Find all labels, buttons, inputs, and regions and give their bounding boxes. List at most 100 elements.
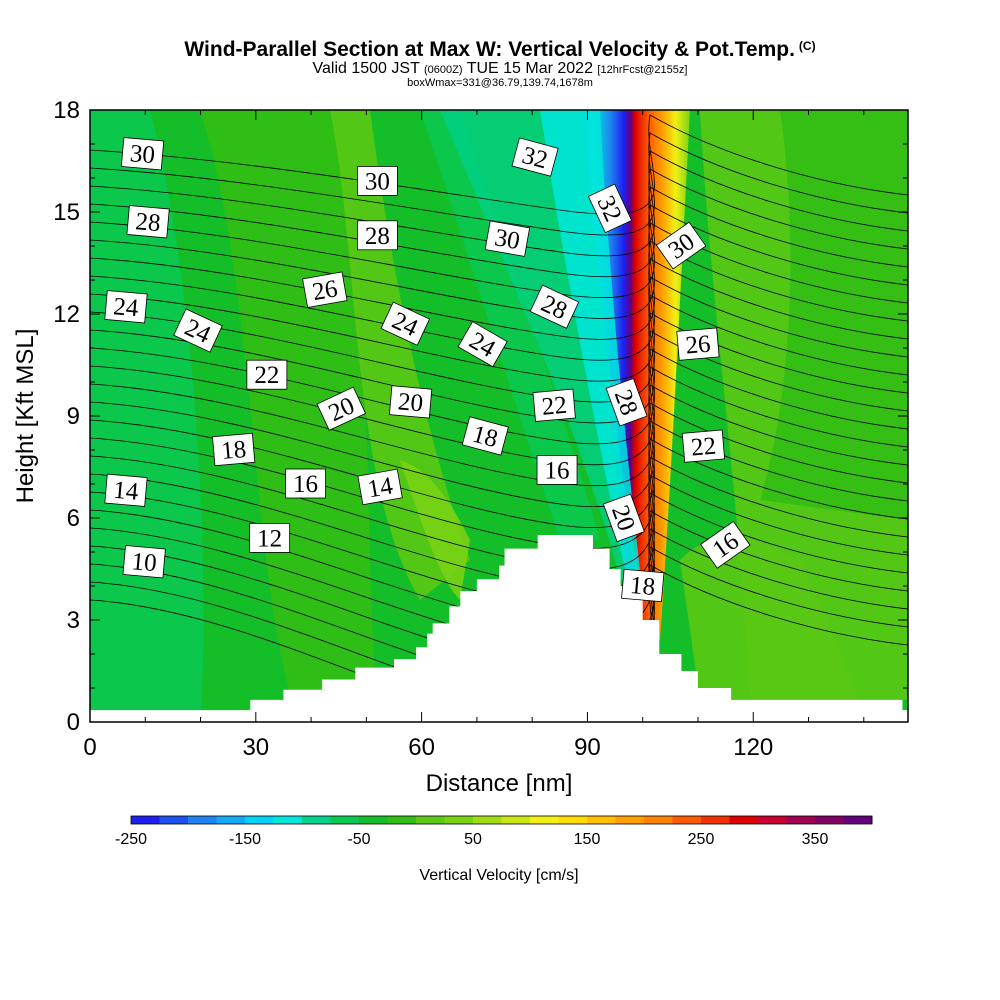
valid-utc: (0600Z) [424, 64, 463, 76]
colorbar-swatch [786, 816, 816, 824]
svg-text:14: 14 [112, 477, 140, 506]
colorbar-swatch [815, 816, 844, 824]
x-axis-title: Distance [nm] [426, 770, 573, 797]
y-axis-title: Height [Kft MSL] [12, 329, 39, 504]
y-tick-label: 12 [53, 301, 80, 328]
theta-contour-label: 28 [126, 205, 170, 239]
svg-text:30: 30 [493, 224, 522, 255]
theta-contour-label: 28 [529, 284, 580, 329]
colorbar-swatch [644, 816, 673, 824]
colorbar-swatch [701, 816, 730, 824]
svg-text:10: 10 [130, 548, 157, 577]
svg-text:28: 28 [134, 208, 161, 237]
svg-text:30: 30 [365, 168, 390, 195]
theta-contour-label: 26 [676, 327, 720, 361]
colorbar-tick-label: -250 [115, 831, 147, 848]
theta-contour-label: 20 [602, 493, 645, 543]
colorbar-tick-label: -50 [347, 831, 370, 848]
theta-contour-label: 18 [621, 568, 665, 603]
svg-text:20: 20 [397, 388, 424, 417]
theta-contour-label: 24 [104, 290, 148, 324]
theta-contour-label: 10 [122, 545, 166, 579]
colorbar-swatch [387, 816, 417, 824]
theta-contour-label: 30 [655, 221, 707, 270]
svg-text:16: 16 [545, 457, 570, 484]
colorbar-tick-label: 250 [688, 831, 715, 848]
colorbar-swatch [758, 816, 787, 824]
theta-contour-label: 14 [104, 473, 148, 507]
svg-text:22: 22 [541, 392, 568, 421]
theta-contour-label: 12 [249, 523, 291, 553]
valid-date: TUE 15 Mar 2022 [466, 60, 593, 77]
colorbar-swatch [188, 816, 217, 824]
colorbar-swatch [587, 816, 616, 824]
y-tick-label: 0 [67, 709, 80, 736]
svg-text:24: 24 [112, 293, 140, 322]
contour-labels: 3028242422181410121620263028242014241816… [104, 137, 751, 603]
colorbar-swatch [843, 816, 873, 824]
theta-contour-label: 18 [212, 432, 256, 467]
colorbar-swatch [530, 816, 559, 824]
vertical-velocity-field [90, 110, 908, 722]
colorbar-swatch [330, 816, 360, 824]
theta-contour-label: 16 [536, 454, 578, 485]
theta-contour-label: 30 [357, 165, 398, 196]
svg-text:30: 30 [129, 140, 156, 169]
x-tick-label: 30 [242, 734, 269, 761]
theta-contour-label: 18 [461, 416, 509, 456]
y-tick-label: 9 [67, 403, 80, 430]
x-tick-label: 0 [83, 734, 96, 761]
colorbar-tick-label: 150 [574, 831, 601, 848]
colorbar-swatch [501, 816, 531, 824]
theta-contour-label: 20 [388, 385, 433, 419]
forecast-info: [12hrFcst@2155z] [597, 64, 688, 76]
colorbar-swatch [672, 816, 702, 824]
valid-prefix: Valid 1500 JST [312, 60, 420, 77]
theta-contour-label: 26 [302, 271, 348, 308]
y-tick-label: 3 [67, 607, 80, 634]
theta-contour-label: 22 [681, 429, 726, 463]
colorbar-swatch [359, 816, 388, 824]
colorbar-swatch [159, 816, 189, 824]
svg-text:22: 22 [254, 362, 279, 389]
terrain [90, 535, 908, 722]
colorbar-swatch [558, 816, 588, 824]
svg-text:16: 16 [293, 471, 318, 498]
theta-contour-label: 28 [357, 220, 398, 251]
colorbar-swatch [729, 816, 759, 824]
colorbar-swatch [131, 816, 160, 824]
y-tick-label: 6 [67, 505, 80, 532]
y-axis: 0 3 6 9 12 15 18 [53, 97, 908, 736]
colorbar-tick-label: 350 [802, 831, 829, 848]
colorbar-swatch [302, 816, 331, 824]
svg-text:22: 22 [690, 433, 717, 462]
colorbar-title: Vertical Velocity [cm/s] [419, 867, 578, 884]
svg-text:26: 26 [684, 331, 711, 360]
x-tick-label: 90 [574, 734, 601, 761]
svg-text:12: 12 [257, 525, 282, 552]
theta-contour-label: 32 [511, 137, 559, 177]
theta-contour-label: 14 [357, 468, 403, 506]
svg-text:18: 18 [220, 436, 247, 465]
chart-title: Wind-Parallel Section at Max W: Vertical… [0, 38, 1000, 62]
y-tick-label: 15 [53, 199, 80, 226]
x-axis: 0 30 60 90 120 [83, 110, 865, 761]
colorbar: -250 -150 -50 50 150 250 350 [115, 815, 873, 848]
theta-contour-label: 30 [484, 220, 531, 257]
colorbar-tick-label: 50 [464, 831, 482, 848]
theta-contour-label: 16 [285, 468, 326, 499]
box-wmax-info: boxWmax=331@36.79,139.74,1678m [407, 77, 593, 89]
valid-time-line: Valid 1500 JST (0600Z) TUE 15 Mar 2022 [… [0, 61, 1000, 78]
chart-title-main: Wind-Parallel Section at Max W: Vertical… [184, 38, 795, 61]
colorbar-swatch [273, 816, 303, 824]
theta-contour-label: 22 [532, 388, 576, 422]
svg-text:18: 18 [629, 572, 656, 601]
colorbar-swatch [245, 816, 274, 824]
x-tick-label: 120 [733, 734, 773, 761]
copyright-mark: (C) [798, 39, 816, 53]
colorbar-tick-label: -150 [229, 831, 261, 848]
svg-text:14: 14 [366, 472, 396, 503]
colorbar-swatch [473, 816, 502, 824]
theta-contour-label: 24 [380, 301, 431, 346]
